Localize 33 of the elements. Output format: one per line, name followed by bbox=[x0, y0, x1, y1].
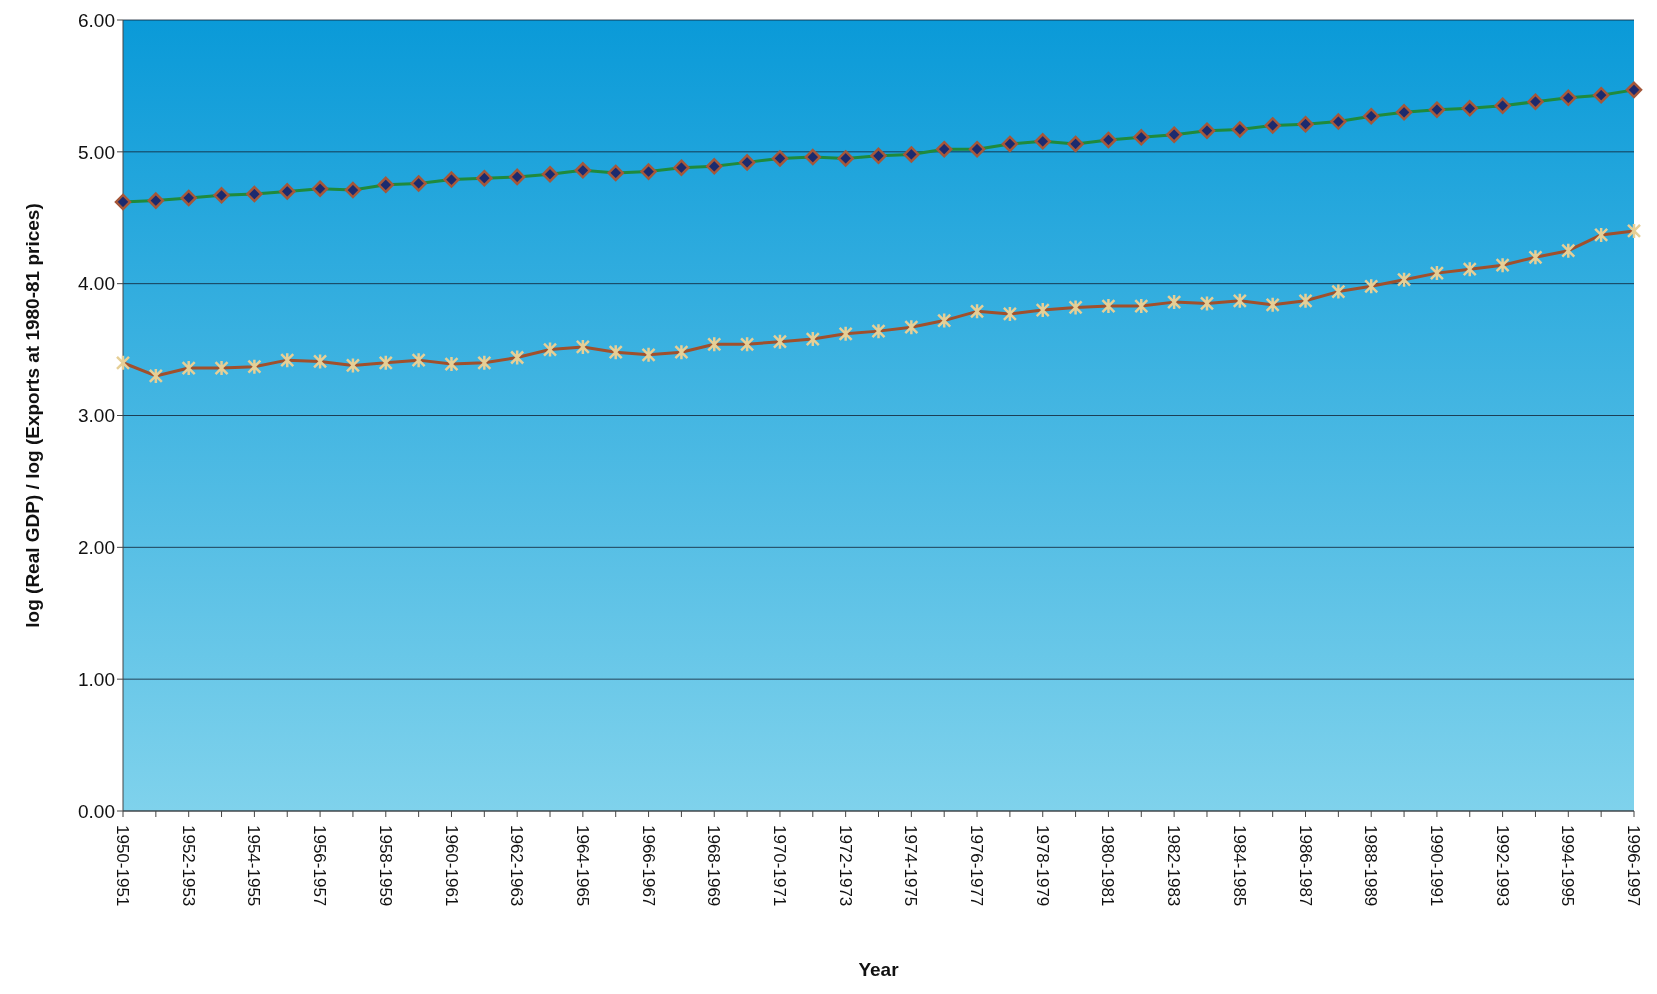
x-tick-label: 1964-1965 bbox=[572, 825, 592, 907]
y-tick-label: 4.00 bbox=[78, 273, 115, 295]
y-tick-label: 3.00 bbox=[78, 405, 115, 427]
x-tick-label: 1982-1983 bbox=[1164, 825, 1184, 907]
y-tick-label: 5.00 bbox=[78, 141, 115, 163]
x-tick-label: 1996-1997 bbox=[1624, 825, 1644, 907]
x-tick-label: 1952-1953 bbox=[178, 825, 198, 907]
x-tick-label: 1972-1973 bbox=[835, 825, 855, 907]
x-tick-label: 1958-1959 bbox=[375, 825, 395, 907]
x-tick-label: 1954-1955 bbox=[244, 825, 264, 907]
x-tick-label: 1992-1993 bbox=[1492, 825, 1512, 907]
x-axis-title: Year bbox=[858, 959, 900, 980]
x-tick-label: 1956-1957 bbox=[310, 825, 330, 907]
x-tick-label: 1986-1987 bbox=[1295, 825, 1315, 907]
x-tick-label: 1962-1963 bbox=[507, 825, 527, 907]
x-tick-label: 1994-1995 bbox=[1558, 825, 1578, 907]
y-axis-title: log (Real GDP) / log (Exports at 1980-81 prices) bbox=[21, 203, 43, 628]
x-tick-label: 1960-1961 bbox=[441, 825, 461, 907]
x-tick-label: 1978-1979 bbox=[1032, 825, 1052, 907]
x-tick-label: 1970-1971 bbox=[770, 825, 790, 907]
y-tick-label: 6.00 bbox=[78, 9, 115, 31]
y-tick-label: 2.00 bbox=[78, 537, 115, 559]
x-tick-label: 1950-1951 bbox=[113, 825, 133, 907]
x-tick-label: 1980-1981 bbox=[1098, 825, 1118, 907]
x-tick-label: 1984-1985 bbox=[1229, 825, 1249, 907]
x-tick-label: 1974-1975 bbox=[901, 825, 921, 907]
x-tick-label: 1966-1967 bbox=[638, 825, 658, 907]
x-tick-label: 1968-1969 bbox=[704, 825, 724, 907]
x-tick-label: 1976-1977 bbox=[967, 825, 987, 907]
x-tick-label: 1990-1991 bbox=[1426, 825, 1446, 907]
x-tick-label: 1988-1989 bbox=[1361, 825, 1381, 907]
y-tick-label: 1.00 bbox=[78, 668, 115, 690]
y-tick-label: 0.00 bbox=[78, 800, 115, 822]
